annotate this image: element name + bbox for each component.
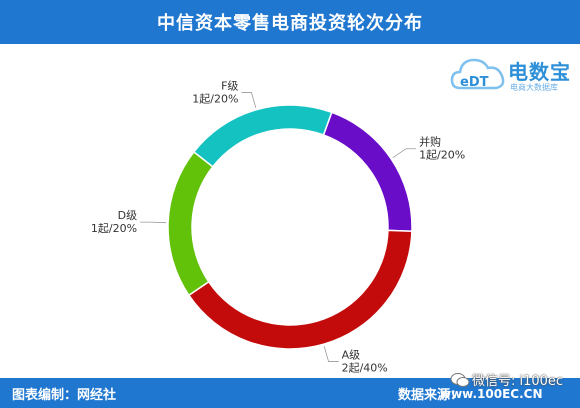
donut-slice-3	[192, 104, 333, 168]
chart-title: 中信资本零售电商投资轮次分布	[157, 13, 423, 34]
footer-bar: 图表编制：网经社 数据来源： www.100EC.CN	[0, 378, 580, 408]
wechat-watermark: 微信号: i100ec	[472, 374, 564, 389]
leader-line-3	[241, 92, 257, 108]
slice-name-label-2: D级	[118, 209, 137, 222]
header-bar: 中信资本零售电商投资轮次分布	[0, 0, 580, 44]
donut-slice-1	[187, 229, 413, 350]
wechat-icon	[450, 373, 470, 387]
leader-line-1	[323, 346, 339, 362]
leader-line-2	[140, 221, 167, 224]
brand-name: 电数宝	[508, 60, 571, 84]
donut-slices	[167, 104, 413, 350]
slice-value-label-0: 1起/20%	[419, 149, 465, 162]
slice-value-label-1: 2起/40%	[342, 362, 388, 375]
slice-value-label-3: 1起/20%	[192, 92, 238, 105]
brand-subtitle: 电商大数据库	[510, 83, 558, 92]
slice-name-label-3: F级	[221, 79, 238, 92]
cloud-icon: eDT	[450, 58, 505, 90]
slice-name-label-1: A级	[342, 349, 361, 362]
donut-slice-2	[167, 150, 214, 297]
footer-source: 数据来源：	[398, 388, 464, 403]
edt-logo: eDT 电数宝 电商大数据库	[450, 50, 574, 102]
footer-source-site: www.100EC.CN	[440, 387, 543, 401]
slice-name-label-0: 并购	[419, 135, 441, 149]
leader-line-0	[392, 148, 417, 158]
footer-editor: 图表编制：网经社	[12, 388, 117, 403]
logo-cloud-text: eDT	[460, 75, 489, 90]
donut-slice-0	[322, 111, 413, 233]
slice-value-label-2: 1起/20%	[91, 222, 137, 235]
